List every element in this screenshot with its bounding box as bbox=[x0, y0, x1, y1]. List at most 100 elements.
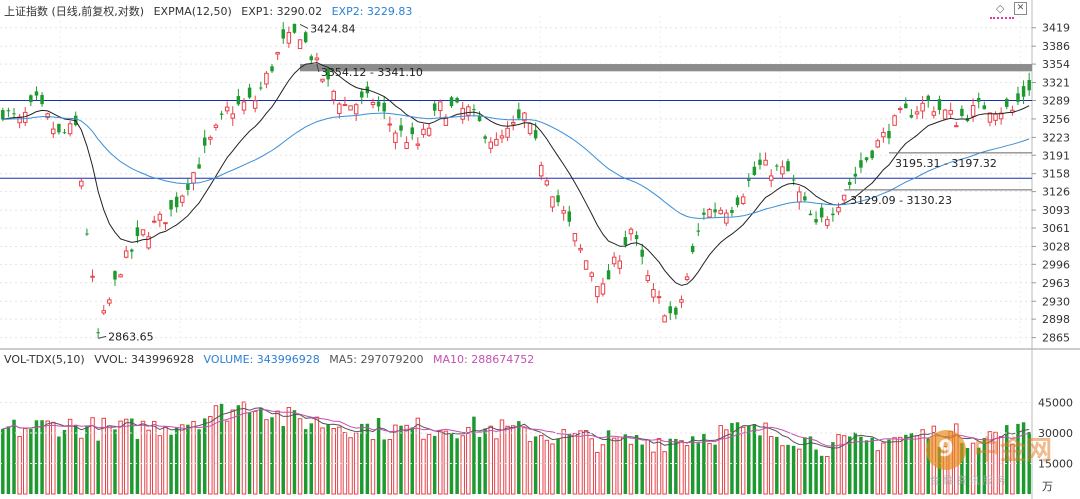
volume-bar-up bbox=[107, 425, 112, 495]
candle-up bbox=[948, 109, 953, 115]
candle-up bbox=[466, 106, 471, 116]
candle-up bbox=[118, 274, 123, 278]
volume-bar-up bbox=[595, 451, 600, 495]
y-tick-label: 3289 bbox=[1042, 94, 1070, 107]
volume-bar-up bbox=[224, 420, 230, 495]
volume-bar-up bbox=[718, 425, 723, 495]
candle-down bbox=[169, 200, 173, 210]
volume-bar-up bbox=[662, 451, 667, 495]
volume-bar-up bbox=[23, 428, 28, 495]
candle-up bbox=[662, 315, 667, 323]
candle-up bbox=[230, 113, 235, 119]
diamond-icon[interactable]: ◇ bbox=[996, 2, 1005, 15]
y-tick-label: 3093 bbox=[1042, 204, 1070, 217]
volume-bar-up bbox=[443, 430, 449, 495]
candle-up bbox=[645, 275, 651, 281]
volume-bar-down bbox=[247, 412, 252, 494]
volume-bar-down bbox=[472, 416, 476, 494]
volume-bar-up bbox=[611, 437, 617, 495]
candle-up bbox=[897, 108, 903, 111]
volume-header: VOL-TDX(5,10) VVOL: 343996928 VOLUME: 34… bbox=[4, 353, 540, 366]
volume-bar-up bbox=[740, 426, 746, 495]
volume-bar-down bbox=[34, 420, 39, 494]
vol-tick-label: 45000 bbox=[1038, 397, 1073, 410]
candle-down bbox=[747, 179, 751, 181]
volume-bar-down bbox=[6, 426, 11, 494]
volume-bar-up bbox=[780, 445, 785, 495]
volume-bar-up bbox=[415, 417, 421, 495]
volume-bar-down bbox=[859, 436, 863, 494]
candle-down bbox=[57, 123, 61, 133]
candle-up bbox=[544, 180, 550, 186]
candle-down bbox=[1, 110, 5, 120]
volume-axis: 45000 30000 15000 万 bbox=[0, 397, 1073, 493]
candle-down bbox=[786, 161, 790, 172]
close-icon[interactable]: ✕ bbox=[1014, 2, 1027, 15]
watermark-logo-icon: 9 bbox=[926, 430, 966, 470]
volume-bar-up bbox=[841, 435, 847, 495]
y-tick-label: 2865 bbox=[1042, 332, 1070, 345]
volume-bar-up bbox=[836, 434, 841, 495]
candle-down bbox=[399, 125, 403, 131]
volume-bar-down bbox=[96, 440, 100, 494]
volume-bar-up bbox=[320, 427, 325, 495]
volume-bar-down bbox=[517, 421, 521, 494]
watermark: 9 中金网 金 融 资 讯 服 务 bbox=[926, 422, 1076, 492]
volume-bar-down bbox=[926, 438, 930, 494]
volume-bar-up bbox=[897, 436, 903, 495]
candle-down bbox=[758, 159, 762, 165]
volume-bar-up bbox=[561, 429, 566, 495]
candle-down bbox=[477, 115, 482, 122]
candle-down bbox=[864, 157, 869, 161]
candle-down bbox=[62, 132, 67, 134]
candle-down bbox=[455, 97, 459, 103]
vvol-value: VVOL: 343996928 bbox=[94, 353, 195, 366]
volume-bar-down bbox=[292, 410, 297, 494]
volume-bar-down bbox=[432, 435, 437, 494]
candle-down bbox=[186, 183, 190, 190]
resistance-band bbox=[300, 64, 1032, 72]
candle-up bbox=[628, 228, 634, 235]
volume-bar-down bbox=[674, 438, 678, 494]
candle-up bbox=[438, 101, 443, 112]
volume-bar-down bbox=[365, 423, 370, 494]
candle-up bbox=[611, 256, 617, 265]
candle-up bbox=[505, 127, 510, 138]
vol-unit-label: 万 bbox=[1042, 480, 1053, 493]
annotation-label: 3195.31 - 3197.32 bbox=[895, 157, 997, 170]
candle-down bbox=[853, 173, 858, 177]
volume-bar-up bbox=[881, 442, 886, 495]
volume-ma-lines bbox=[2, 407, 1030, 449]
candle-down bbox=[449, 97, 454, 107]
candle-down bbox=[859, 160, 863, 168]
volume-bar-down bbox=[960, 443, 964, 494]
candle-down bbox=[814, 219, 818, 223]
volume-bar-up bbox=[724, 429, 729, 495]
volume-bar-up bbox=[544, 439, 550, 495]
candle-down bbox=[40, 95, 44, 105]
y-tick-label: 3321 bbox=[1042, 77, 1070, 90]
candle-down bbox=[847, 181, 852, 185]
volume-bar-up bbox=[875, 450, 880, 495]
volume-bar-down bbox=[399, 425, 403, 494]
candle-up bbox=[101, 310, 106, 314]
exp1-value: EXP1: 3290.02 bbox=[241, 5, 323, 18]
candle-up bbox=[679, 299, 684, 303]
volume-bar-down bbox=[113, 429, 117, 494]
volume-bar-down bbox=[668, 438, 672, 494]
candle-up bbox=[213, 124, 219, 128]
candle-down bbox=[135, 227, 140, 237]
price-annotations: 3424.84 2863.65 3354.12 - 3341.10 3195.31 -… bbox=[98, 22, 1032, 343]
candle-up bbox=[993, 113, 998, 121]
volume-bar-up bbox=[152, 420, 157, 495]
y-tick-label: 3386 bbox=[1042, 40, 1070, 53]
candle-down bbox=[752, 166, 757, 175]
volume-bar-down bbox=[40, 420, 44, 494]
volume-bar-down bbox=[1, 428, 5, 494]
volume-bar-down bbox=[483, 428, 487, 494]
candle-up bbox=[370, 101, 376, 106]
candle-down bbox=[808, 213, 813, 216]
candle-up bbox=[331, 90, 336, 101]
candle-up bbox=[17, 116, 22, 124]
volume-bar-down bbox=[808, 436, 813, 494]
